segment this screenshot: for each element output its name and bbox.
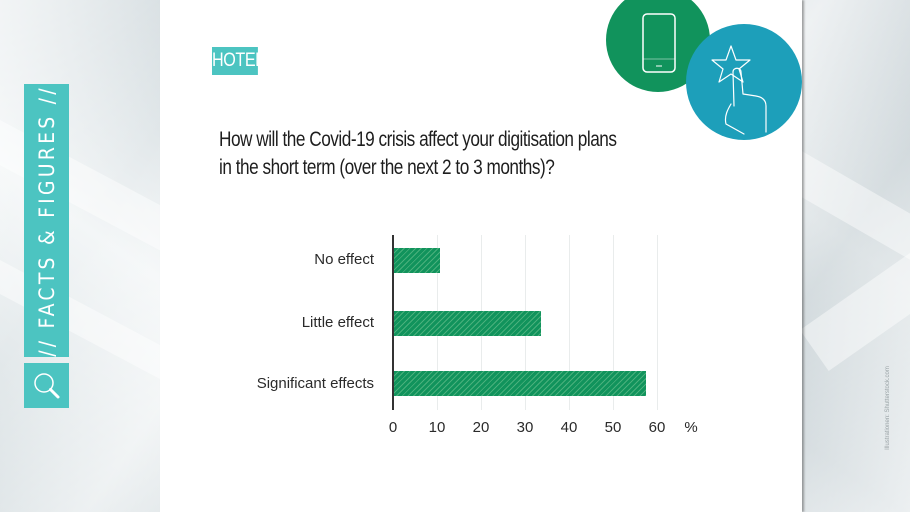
question-line-2: in the short term (over the next 2 to 3 … bbox=[219, 156, 555, 179]
x-tick-label: 40 bbox=[560, 419, 578, 436]
x-unit-label: % bbox=[684, 419, 698, 436]
bar-little-effect bbox=[394, 311, 542, 336]
bar-no-effect bbox=[394, 248, 441, 273]
bar-significant-effects bbox=[394, 371, 646, 396]
search-icon bbox=[34, 373, 60, 399]
category-badge: HOTEL bbox=[212, 47, 264, 75]
x-tick-label: 50 bbox=[604, 419, 622, 436]
category-label: Significant effects bbox=[256, 375, 374, 392]
y-axis-line bbox=[392, 235, 394, 410]
search-button[interactable] bbox=[24, 363, 69, 408]
gridline-50 bbox=[613, 235, 614, 410]
star-touch-circle bbox=[686, 24, 802, 140]
x-tick-label: 10 bbox=[428, 419, 446, 436]
star-touch-icon bbox=[711, 45, 767, 135]
facts-figures-banner: // FACTS & FIGURES // bbox=[24, 84, 69, 357]
question-line-1: How will the Covid-19 crisis affect your… bbox=[219, 128, 617, 151]
category-label: Little effect bbox=[301, 314, 374, 331]
gridline-60 bbox=[657, 235, 658, 410]
x-tick-label: 30 bbox=[516, 419, 534, 436]
image-credit: Illustrationen: Shutterstock.com bbox=[885, 366, 891, 450]
gridline-40 bbox=[569, 235, 570, 410]
x-tick-label: 60 bbox=[648, 419, 666, 436]
smartphone-icon bbox=[642, 13, 676, 73]
x-tick-label: 0 bbox=[388, 419, 398, 436]
x-tick-label: 20 bbox=[472, 419, 490, 436]
question-title: How will the Covid-19 crisis affect your… bbox=[219, 126, 617, 182]
category-label: No effect bbox=[314, 251, 374, 268]
